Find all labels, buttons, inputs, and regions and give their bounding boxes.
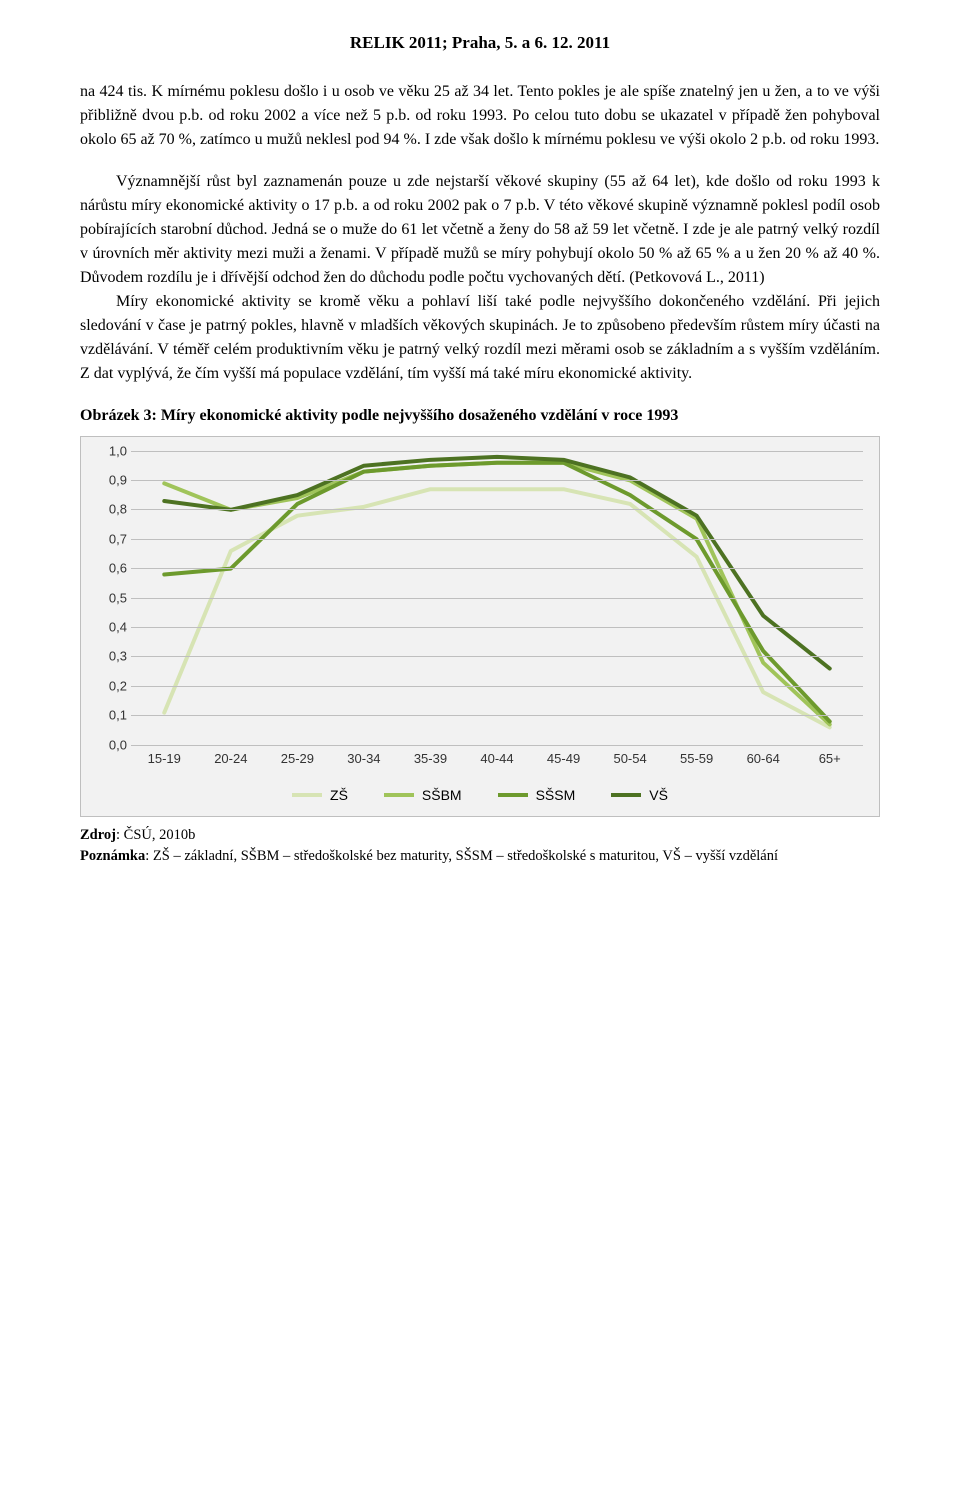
paragraph-1: na 424 tis. K mírnému poklesu došlo i u … — [80, 80, 880, 152]
chart-y-tick: 0,4 — [97, 617, 127, 637]
chart-y-tick: 0,6 — [97, 558, 127, 578]
chart-gridline — [131, 598, 863, 599]
chart-x-tick: 20-24 — [198, 749, 265, 771]
chart-x-tick: 30-34 — [331, 749, 398, 771]
legend-item-VŠ: VŠ — [611, 785, 668, 806]
paragraph-2-3: Významnější růst byl zaznamenán pouze u … — [80, 170, 880, 386]
legend-item-SŠSM: SŠSM — [498, 785, 576, 806]
chart-gridline — [131, 539, 863, 540]
legend-label: SŠSM — [536, 785, 576, 806]
figure-title: Obrázek 3: Míry ekonomické aktivity podl… — [80, 404, 880, 428]
note-text: : ZŠ – základní, SŠBM – středoškolské be… — [145, 848, 778, 864]
source-text: : ČSÚ, 2010b — [116, 827, 195, 843]
chart-y-tick: 0,7 — [97, 529, 127, 549]
chart-x-tick: 25-29 — [264, 749, 331, 771]
chart-legend: ZŠ SŠBM SŠSM VŠ — [97, 785, 863, 806]
chart-x-ticks: 15-1920-2425-2930-3435-3940-4445-4950-54… — [131, 749, 863, 771]
chart-x-tick: 50-54 — [597, 749, 664, 771]
paragraph-3-text: Míry ekonomické aktivity se kromě věku a… — [80, 293, 880, 382]
chart-x-tick: 65+ — [796, 749, 863, 771]
chart-x-tick: 35-39 — [397, 749, 464, 771]
legend-label: ZŠ — [330, 785, 348, 806]
chart-gridline — [131, 715, 863, 716]
chart-x-tick: 60-64 — [730, 749, 797, 771]
chart-y-tick: 0,8 — [97, 500, 127, 520]
chart-gridline — [131, 745, 863, 746]
chart-x-tick: 40-44 — [464, 749, 531, 771]
chart-x-tick: 55-59 — [663, 749, 730, 771]
paragraph-2-text: Významnější růst byl zaznamenán pouze u … — [80, 173, 880, 286]
page-header: RELIK 2011; Praha, 5. a 6. 12. 2011 — [80, 30, 880, 56]
chart-y-tick: 0,1 — [97, 705, 127, 725]
note-label: Poznámka — [80, 848, 145, 864]
chart-plot: 0,00,10,20,30,40,50,60,70,80,91,0 — [131, 451, 863, 745]
chart-gridline — [131, 451, 863, 452]
chart-gridline — [131, 568, 863, 569]
legend-item-ZŠ: ZŠ — [292, 785, 348, 806]
legend-swatch — [384, 793, 414, 797]
source-label: Zdroj — [80, 827, 116, 843]
chart-y-tick: 0,5 — [97, 588, 127, 608]
chart-gridline — [131, 480, 863, 481]
figure-source: Zdroj: ČSÚ, 2010b — [80, 825, 880, 847]
chart-x-tick: 45-49 — [530, 749, 597, 771]
chart-gridline — [131, 686, 863, 687]
chart-x-tick: 15-19 — [131, 749, 198, 771]
legend-swatch — [498, 793, 528, 797]
chart-y-tick: 0,3 — [97, 647, 127, 667]
chart-area: 0,00,10,20,30,40,50,60,70,80,91,0 15-192… — [131, 451, 863, 771]
chart-y-tick: 0,2 — [97, 676, 127, 696]
chart-y-tick: 0,9 — [97, 470, 127, 490]
legend-label: VŠ — [649, 785, 668, 806]
chart-gridline — [131, 656, 863, 657]
chart-gridline — [131, 509, 863, 510]
legend-label: SŠBM — [422, 785, 462, 806]
chart-y-tick: 0,0 — [97, 735, 127, 755]
legend-swatch — [611, 793, 641, 797]
legend-swatch — [292, 793, 322, 797]
chart-series-ZŠ — [164, 489, 829, 727]
legend-item-SŠBM: SŠBM — [384, 785, 462, 806]
figure-note: Poznámka: ZŠ – základní, SŠBM – středošk… — [80, 846, 880, 868]
chart-gridline — [131, 627, 863, 628]
chart-container: 0,00,10,20,30,40,50,60,70,80,91,0 15-192… — [80, 436, 880, 817]
chart-y-tick: 1,0 — [97, 441, 127, 461]
